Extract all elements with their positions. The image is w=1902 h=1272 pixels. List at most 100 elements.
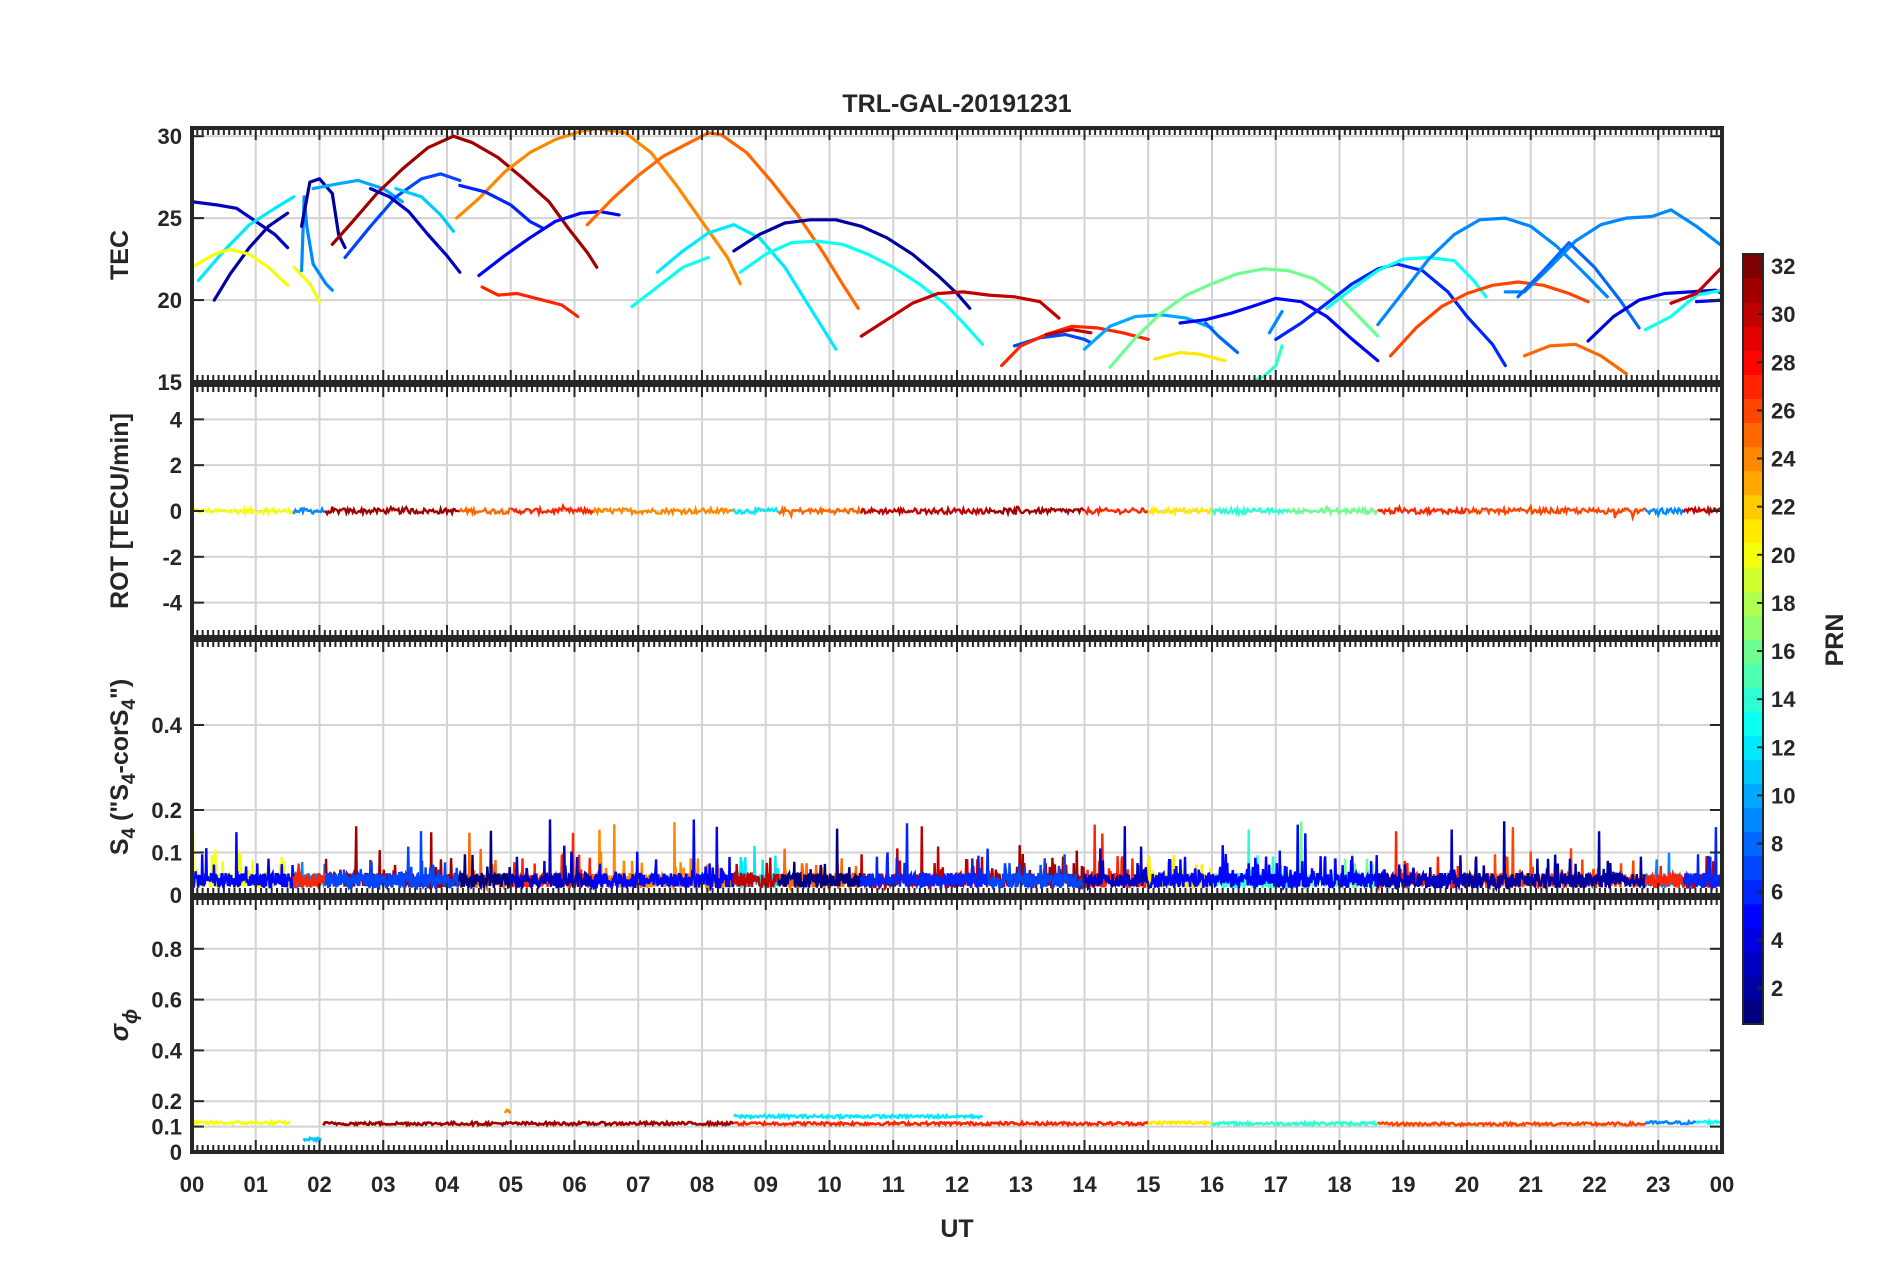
s4-series-prn-3 — [1083, 826, 1150, 892]
sigma-series-prn-31 — [322, 1119, 735, 1128]
s4-series-prn-7 — [324, 831, 461, 892]
sigma-series-prn-14 — [1211, 1119, 1379, 1128]
tec-series-prn-2 — [732, 218, 972, 310]
tec-series-prn-9 — [1376, 216, 1609, 327]
tec-series-prn-24 — [455, 128, 602, 220]
tec-series-prn-12 — [196, 195, 296, 282]
rot-series-prn-27 — [510, 502, 595, 518]
s4-series-prn-3 — [1376, 829, 1469, 892]
rot-series-prn-16 — [1287, 504, 1379, 518]
x-tick-label: 23 — [1646, 1172, 1670, 1197]
data-group — [192, 1108, 1722, 1144]
rot-series-prn-31 — [987, 504, 1085, 518]
data-group — [192, 819, 1722, 893]
colorbar-segment — [1743, 350, 1763, 375]
colorbar-segment — [1743, 614, 1763, 640]
colorbar-segment — [1743, 759, 1763, 784]
rot-series-prn-9 — [292, 505, 326, 517]
y-tick-label: 0.2 — [151, 798, 182, 823]
colorbar-segment — [1743, 735, 1763, 760]
s4-series-prn-1 — [458, 830, 512, 891]
panel-sigma-phi: 00.10.2 0.4 0.6 0.8 σϕ — [104, 896, 1724, 1165]
y-tick-label: 30 — [158, 124, 182, 149]
tec-series-prn-27 — [480, 285, 580, 319]
tec-series-prn-9 — [1267, 309, 1284, 335]
tec-series-prn-14 — [1248, 344, 1284, 382]
y-label-part: S — [106, 838, 134, 855]
colorbar-tick-label: 32 — [1771, 254, 1795, 279]
x-tick-label: 16 — [1200, 1172, 1224, 1197]
colorbar-segment — [1743, 783, 1763, 809]
rot-series-prn-27 — [1083, 505, 1150, 518]
y-axis-label: σϕ — [104, 1009, 142, 1041]
y-tick-label: 0.1 — [151, 1115, 182, 1140]
sigma-series-prn-12 — [732, 1112, 984, 1121]
s4-series-prn-3 — [509, 819, 595, 892]
s4-series-prn-27 — [1644, 865, 1685, 889]
colorbar-tick-label: 14 — [1771, 687, 1796, 712]
tec-series-prn-2 — [212, 211, 290, 302]
colorbar-segment — [1743, 663, 1763, 688]
rot-series-prn-12 — [732, 505, 779, 516]
colorbar-segment — [1743, 639, 1763, 664]
rot-series-prn-27 — [1377, 503, 1468, 517]
tec-series-prn-20 — [292, 265, 322, 304]
chart-title: TRL-GAL-20191231 — [842, 90, 1071, 118]
colorbar-tick-label: 18 — [1771, 591, 1795, 616]
x-tick-label: 04 — [435, 1172, 460, 1197]
colorbar-segment — [1743, 927, 1763, 953]
x-tick-label: 01 — [244, 1172, 268, 1197]
colorbar-tick-label: 20 — [1771, 543, 1795, 568]
tec-series-prn-6 — [458, 183, 545, 230]
y-label-part: σ — [104, 1022, 134, 1041]
colorbar-segment — [1743, 542, 1763, 568]
sigma-series-prn-27 — [733, 1119, 1150, 1128]
sigma-series-prn-26 — [1377, 1120, 1646, 1128]
y-axis-label: S4 ("S4-corS4") — [106, 679, 140, 855]
tec-series-prn-10 — [311, 178, 404, 204]
x-tick-label: 18 — [1327, 1172, 1351, 1197]
x-tick-label: 12 — [945, 1172, 969, 1197]
y-tick-label: 0.4 — [151, 713, 182, 738]
data-group — [192, 128, 1722, 382]
colorbar-segment — [1743, 446, 1763, 472]
colorbar-tick-label: 16 — [1771, 639, 1795, 664]
x-axis-label: UT — [940, 1215, 973, 1243]
x-tick-label: 22 — [1582, 1172, 1606, 1197]
colorbar-segment — [1743, 903, 1763, 929]
s4-series-prn-6 — [859, 823, 990, 891]
tec-series-prn-8 — [1516, 241, 1641, 330]
y-label-part: ("S — [106, 784, 134, 828]
y-tick-label: 0.4 — [151, 1038, 182, 1063]
x-tick-label: 17 — [1264, 1172, 1288, 1197]
tec-series-prn-30 — [1044, 328, 1093, 337]
colorbar-segment — [1743, 687, 1763, 712]
sigma-series-prn-21 — [1147, 1119, 1213, 1127]
y-tick-label: 25 — [158, 206, 182, 231]
y-label-subscript: 4 — [119, 699, 140, 710]
rot-series-prn-30 — [860, 504, 990, 518]
y-tick-label: 0.2 — [151, 1089, 182, 1114]
colorbar-segment — [1743, 494, 1763, 520]
tec-series-prn-5 — [1178, 296, 1380, 363]
tec-series-prn-25 — [719, 133, 860, 310]
s4-series-prn-27 — [292, 863, 327, 891]
colorbar-segment — [1743, 254, 1763, 279]
x-tick-label: 07 — [626, 1172, 650, 1197]
rot-series-prn-30 — [1682, 504, 1722, 517]
x-tick-label: 00 — [180, 1172, 204, 1197]
tec-series-prn-9 — [1503, 208, 1722, 294]
y-tick-label: 0 — [170, 1140, 182, 1165]
x-tick-label: 20 — [1455, 1172, 1479, 1197]
tec-series-prn-26 — [1388, 280, 1590, 358]
tec-series-prn-31 — [330, 134, 475, 246]
colorbar-tick-label: 30 — [1771, 302, 1795, 327]
x-tick-label: 05 — [499, 1172, 523, 1197]
y-tick-label: 4 — [170, 407, 183, 432]
y-tick-label: 0 — [170, 499, 182, 524]
colorbar-segment — [1743, 470, 1763, 496]
y-tick-label: 0 — [170, 883, 182, 908]
x-tick-label: 08 — [690, 1172, 714, 1197]
colorbar-segment — [1743, 422, 1763, 448]
colorbar-tick-label: 24 — [1771, 447, 1796, 472]
